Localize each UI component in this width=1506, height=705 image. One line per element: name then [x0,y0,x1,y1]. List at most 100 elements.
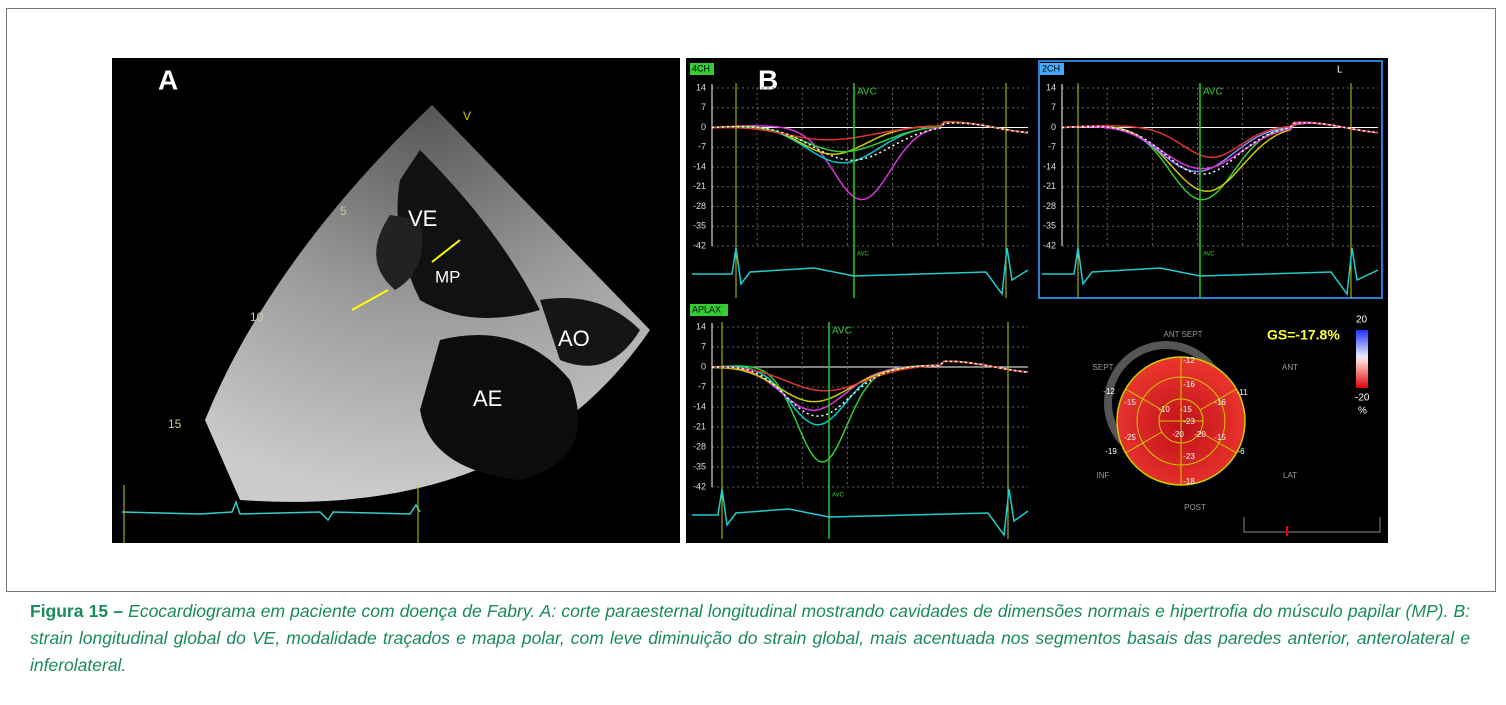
avc-label: AVC [832,326,852,337]
y-tick-label: -42 [693,481,706,491]
avc-label: AVC [857,87,877,98]
strain-curve [1061,121,1379,176]
segment-value: -10 [1158,405,1170,414]
segment-value: -23 [1183,417,1195,426]
y-tick-label: -14 [693,401,706,411]
label: % [1358,406,1367,417]
segment-value: -20 [1172,430,1184,439]
corner-label: L [1337,65,1343,76]
label: 5 [340,204,347,218]
wall-label: LAT [1283,471,1297,480]
strain-curve [711,121,1029,141]
wall-label: ANT SEPT [1164,330,1203,339]
segment-line [1125,388,1163,411]
y-tick-label: -35 [693,461,706,471]
avc-label: AVC [1203,252,1216,258]
cavity [397,150,540,318]
arrow [351,289,389,311]
caption-label: Figura 15 – [30,601,123,621]
y-tick-label: -35 [1043,221,1056,231]
y-tick-label: 7 [701,102,706,112]
segment-value: -25 [1124,433,1136,442]
segment-value: -19 [1105,447,1117,456]
view-label: APLAX [692,304,721,314]
avc-label: AVC [832,493,845,499]
view-tag [690,304,728,316]
y-tick-label: 0 [701,122,706,132]
y-tick-label: 14 [696,82,706,92]
label: 15 [168,417,182,431]
y-tick-label: 0 [1051,122,1056,132]
y-tick-label: -35 [693,221,706,231]
y-tick-label: -14 [1043,161,1056,171]
y-tick-label: -28 [1043,201,1056,211]
segment-value: -20 [1194,430,1206,439]
segment-value: -12 [1103,387,1115,396]
cavity [540,298,640,366]
segment-value: -11 [1237,388,1249,397]
y-tick-label: -7 [698,381,706,391]
figure-frame [6,8,1496,592]
global-strain: GS=-17.8% [1267,327,1340,343]
y-tick-label: 7 [701,341,706,351]
ecg [692,247,1029,297]
cavity [420,335,579,480]
wall-label: ANT [1282,363,1298,372]
segment-value: -16 [1183,380,1195,389]
ecg [121,499,421,522]
segment-value: -23 [1183,452,1195,461]
y-tick-label: -42 [693,240,706,250]
segment-value: -15 [1180,405,1192,414]
figure: A VE MP AO AE 5 10 15 V B 14 7 0 -7 -14 -21 -28 -35 -42 AVC… [112,58,1388,543]
label: 20 [1356,315,1368,326]
y-tick-label: -28 [693,201,706,211]
avc-label: AVC [1203,87,1223,98]
label: MP [435,267,461,286]
segment-line [1125,431,1163,454]
view-label: 4CH [692,63,710,73]
label: -20 [1355,393,1370,404]
y-tick-label: -7 [1048,142,1056,152]
y-tick-label: -7 [698,142,706,152]
arrow [431,239,461,263]
label: VE [408,206,437,231]
y-tick-label: 0 [701,361,706,371]
wall-label: POST [1184,503,1206,512]
view-label: 2CH [1042,63,1060,73]
y-tick-label: -21 [1043,181,1056,191]
avc-label: AVC [857,252,870,258]
y-tick-label: -21 [693,421,706,431]
segment-value: -12 [1183,356,1195,365]
y-tick-label: -28 [693,441,706,451]
y-tick-label: 14 [1046,82,1056,92]
label: V [463,109,471,123]
y-tick-label: -21 [693,181,706,191]
label: AE [473,386,502,411]
y-tick-label: 14 [696,321,706,331]
label: AO [558,326,590,351]
segment-value: -18 [1183,477,1195,486]
y-tick-label: -14 [693,161,706,171]
color-scale [1356,330,1368,388]
selected-view [1038,60,1383,299]
label: B [758,64,778,95]
label: 10 [250,310,264,324]
caption-text: Ecocardiograma em paciente com doença de… [30,601,1470,675]
caption: Figura 15 – Ecocardiograma em paciente c… [30,598,1470,679]
label: A [158,64,178,95]
view-tag [690,63,714,75]
wall-label: SEPT [1093,363,1114,372]
segment-value: -6 [1237,447,1245,456]
segment-value: -15 [1124,398,1136,407]
ecg [1042,247,1379,297]
y-tick-label: -42 [1043,240,1056,250]
segment-value: -15 [1214,433,1226,442]
segment-value: -16 [1214,398,1226,407]
ecg [692,488,1029,538]
timeline [1243,517,1381,533]
segment-line [1199,431,1237,454]
strain-curve [711,360,1029,417]
cavity [376,215,423,290]
segment-line [1199,388,1237,411]
